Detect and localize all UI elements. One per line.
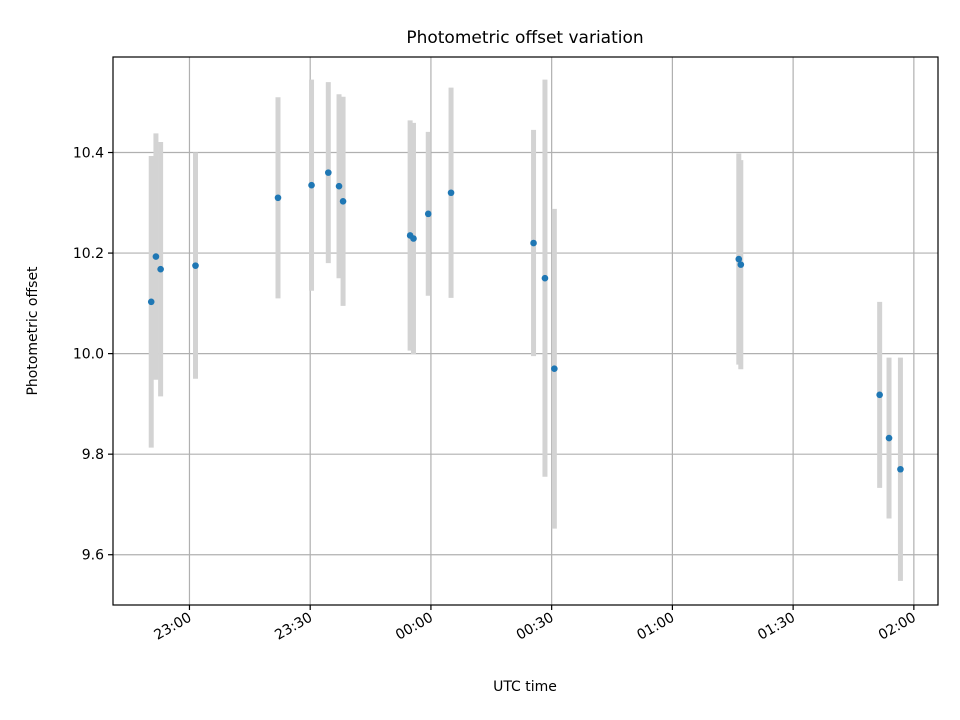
y-tick-label: 9.6 xyxy=(82,548,104,564)
x-tick-label: 00:30 xyxy=(514,610,557,644)
data-point xyxy=(876,391,883,399)
x-tick-label: 00:00 xyxy=(393,610,436,644)
x-tick-label: 01:30 xyxy=(755,610,798,644)
data-point xyxy=(447,189,455,197)
data-point xyxy=(541,274,549,282)
data-point xyxy=(410,235,417,242)
data-point xyxy=(897,465,904,473)
x-tick-label: 23:00 xyxy=(152,610,195,644)
data-point xyxy=(157,265,164,273)
data-point xyxy=(737,261,745,268)
data-point xyxy=(192,262,199,269)
y-tick-label: 9.8 xyxy=(82,447,104,463)
data-point xyxy=(152,253,160,260)
data-point xyxy=(424,210,432,218)
plot-frame xyxy=(112,56,939,606)
data-point xyxy=(335,182,343,190)
x-tick-label: 23:30 xyxy=(272,610,315,644)
y-tick-label: 10.2 xyxy=(73,246,104,262)
data-point xyxy=(339,197,347,205)
y-tick-label: 10.4 xyxy=(73,146,104,162)
data-point xyxy=(530,239,537,247)
y-axis-label: Photometric offset xyxy=(25,266,41,396)
x-axis-label: UTC time xyxy=(493,679,557,695)
data-point xyxy=(551,365,558,373)
x-tick-label: 02:00 xyxy=(876,610,919,644)
x-tick-label: 01:00 xyxy=(634,610,677,644)
data-point xyxy=(308,181,315,189)
grid-lines xyxy=(113,57,938,605)
data-point xyxy=(147,298,155,306)
data-point xyxy=(325,169,332,176)
error-bars xyxy=(148,79,903,581)
chart-title: Photometric offset variation xyxy=(406,28,643,48)
data-points xyxy=(147,169,904,473)
y-axis-ticks: 9.6 9.8 10.0 10.2 10.4 xyxy=(73,146,113,564)
data-point xyxy=(274,194,282,202)
data-point xyxy=(735,255,743,263)
x-axis-ticks: 23:00 23:30 00:00 00:30 01:00 01:30 02:00 xyxy=(152,605,919,644)
data-point xyxy=(885,434,893,442)
y-tick-label: 10.0 xyxy=(73,347,104,363)
